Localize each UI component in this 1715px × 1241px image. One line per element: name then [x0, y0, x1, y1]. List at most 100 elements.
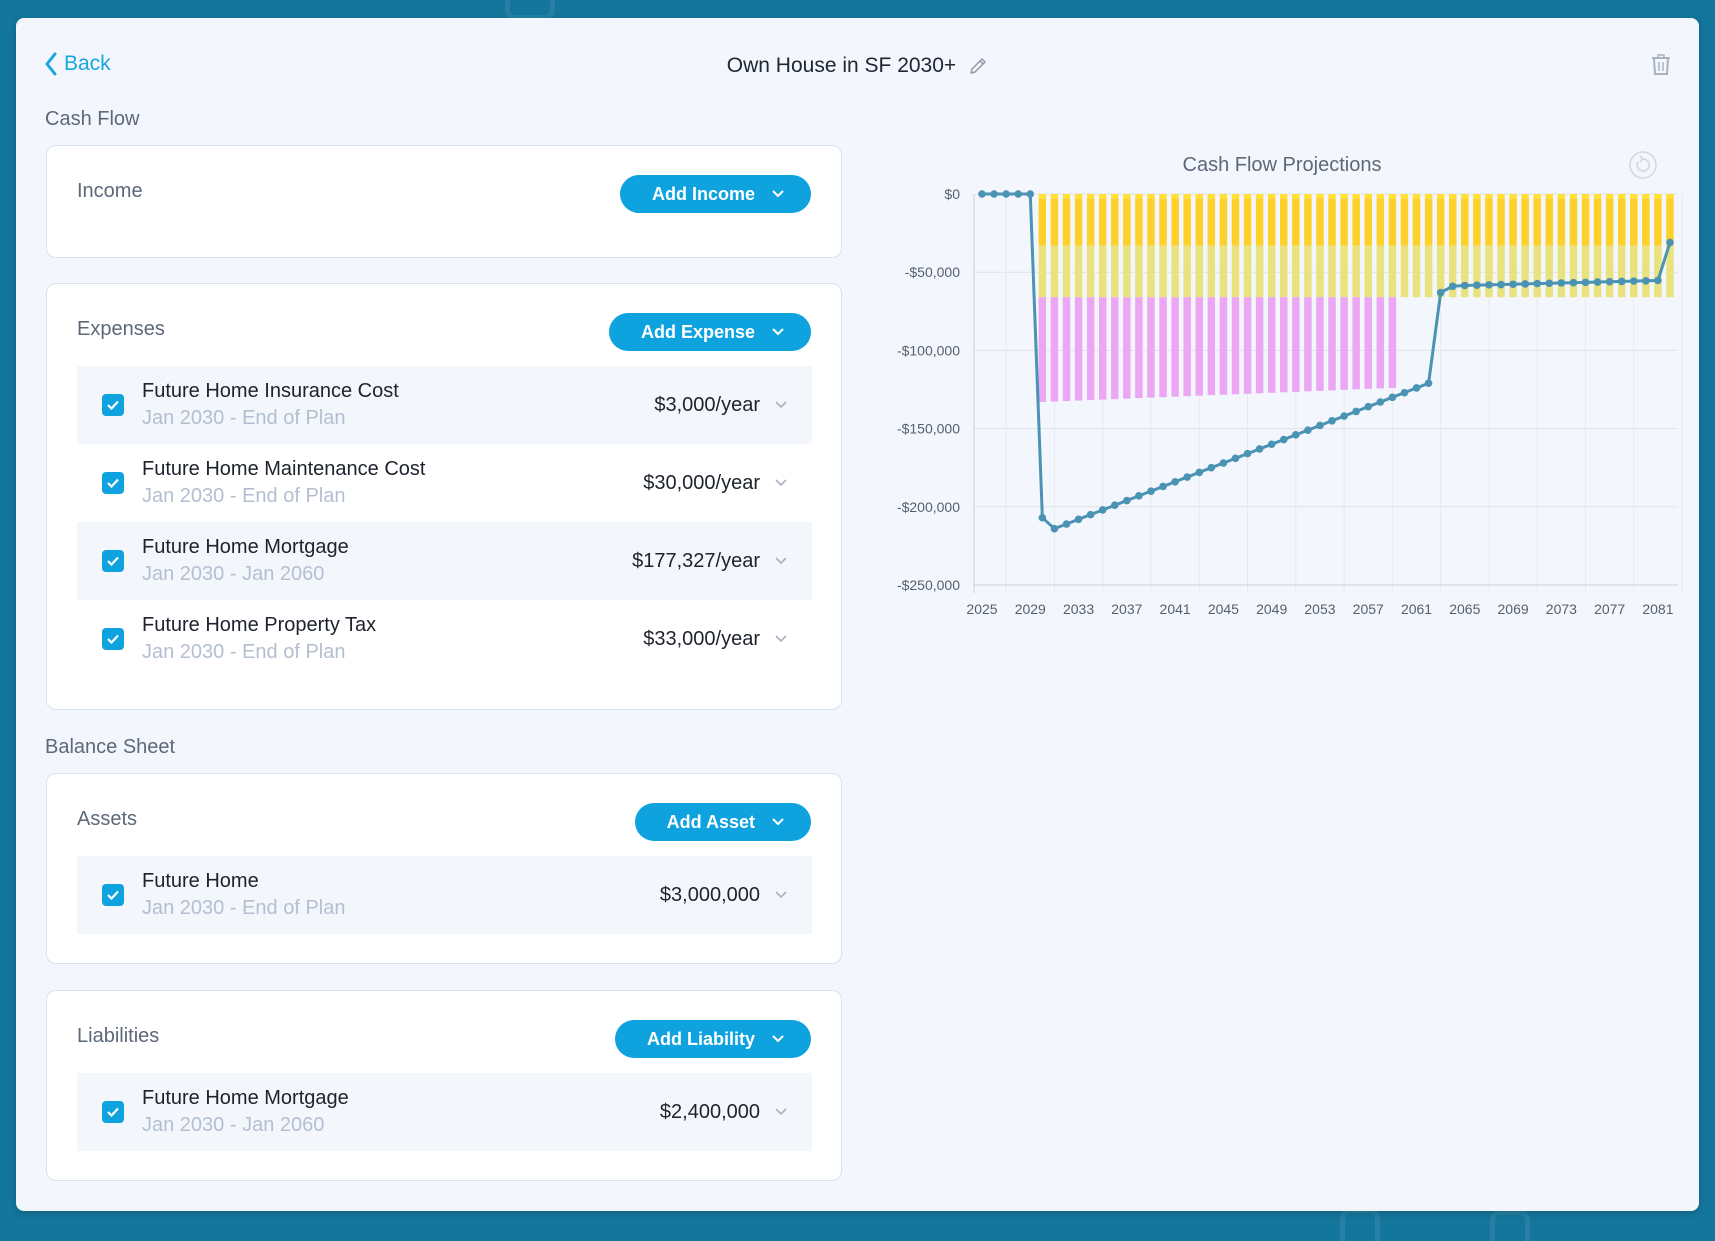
net-cash-flow-point: [1135, 492, 1143, 500]
stacked-bar-segment: [1400, 245, 1409, 298]
add-income-button[interactable]: Add Income: [619, 175, 811, 213]
stacked-bar-segment: [1557, 194, 1566, 199]
stacked-bar-segment: [1316, 198, 1324, 246]
trash-icon[interactable]: [1651, 54, 1671, 81]
stacked-bar-segment: [1207, 245, 1216, 298]
stacked-bar-segment: [1485, 198, 1493, 246]
x-tick-label: 2041: [1160, 601, 1191, 617]
stacked-bar-segment: [1569, 194, 1578, 199]
net-cash-flow-point: [1424, 379, 1433, 388]
add-expense-label: Add Expense: [640, 321, 755, 342]
stacked-bar-segment: [1340, 194, 1348, 199]
x-tick-label: 2077: [1594, 601, 1625, 617]
stacked-bar-segment: [1545, 198, 1554, 246]
stacked-bar-segment: [1630, 194, 1638, 199]
expense-checkbox[interactable]: [102, 550, 124, 572]
stacked-bar-segment: [1183, 194, 1191, 199]
stacked-bar-segment: [1581, 194, 1590, 199]
stacked-bar-segment: [1581, 198, 1590, 246]
stacked-bar-segment: [1448, 194, 1457, 199]
expense-checkbox[interactable]: [102, 394, 124, 416]
stacked-bar-segment: [1497, 194, 1505, 199]
stacked-bar-segment: [1231, 194, 1240, 199]
stacked-bar-segment: [1521, 245, 1529, 298]
net-cash-flow-point: [1617, 277, 1626, 286]
stacked-bar-segment: [1569, 198, 1578, 246]
stacked-bar-segment: [1666, 194, 1674, 199]
add-asset-button[interactable]: Add Asset: [634, 803, 811, 841]
stacked-bar-segment: [1461, 245, 1469, 298]
back-button[interactable]: Back: [44, 52, 111, 76]
stacked-bar-segment: [1497, 245, 1505, 298]
liability-checkbox[interactable]: [102, 1101, 124, 1123]
chevron-down-icon[interactable]: [774, 634, 788, 644]
stacked-bar-segment: [1352, 245, 1360, 298]
chevron-down-icon[interactable]: [774, 556, 788, 566]
chevron-down-icon[interactable]: [774, 400, 788, 410]
stacked-bar-segment: [1147, 194, 1155, 199]
stacked-bar-segment: [1412, 198, 1421, 246]
stacked-bar-segment: [1485, 245, 1493, 298]
stacked-bar-segment: [1255, 194, 1264, 199]
stacked-bar-segment: [1195, 297, 1204, 396]
stacked-bar-segment: [1123, 245, 1131, 298]
net-cash-flow-point: [1581, 278, 1590, 287]
refresh-icon[interactable]: [1628, 150, 1658, 185]
net-cash-flow-point: [1328, 416, 1336, 425]
stacked-bar-segment: [1376, 245, 1385, 298]
stacked-bar-segment: [1292, 245, 1300, 298]
chevron-down-icon[interactable]: [774, 1107, 788, 1117]
asset-dates: Jan 2030 - End of Plan: [142, 897, 346, 919]
expense-item-property-tax[interactable]: Future Home Property Tax Jan 2030 - End …: [77, 600, 812, 678]
stacked-bar-segment: [1159, 198, 1167, 246]
expense-item-maintenance[interactable]: Future Home Maintenance Cost Jan 2030 - …: [77, 444, 812, 522]
net-cash-flow-line: [982, 192, 1672, 531]
stacked-bar-segment: [1304, 297, 1312, 392]
stacked-bar-segment: [1509, 194, 1517, 199]
check-icon: [107, 478, 119, 489]
chevron-down-icon[interactable]: [774, 890, 788, 900]
stacked-bar-segment: [1412, 194, 1421, 199]
stacked-bar-segment: [1111, 198, 1119, 246]
net-cash-flow-point: [1352, 407, 1360, 416]
stacked-bar-segment: [1086, 198, 1095, 246]
stacked-bar-segment: [1243, 245, 1252, 298]
stacked-bar-segment: [1461, 198, 1469, 246]
stacked-bar-segment: [1098, 297, 1107, 400]
stacked-bar-segment: [1147, 297, 1155, 398]
chart-plot: $0 -$50,000 -$100,000 -$150,000 -$200,000 -$2…: [897, 186, 1683, 617]
stacked-bar-segment: [1280, 198, 1288, 246]
x-tick-label: 2081: [1642, 601, 1673, 617]
stacked-bar-segment: [1255, 297, 1264, 394]
expense-item-insurance[interactable]: Future Home Insurance Cost Jan 2030 - En…: [77, 366, 812, 444]
liability-item-mortgage[interactable]: Future Home Mortgage Jan 2030 - Jan 2060…: [77, 1073, 812, 1151]
balance-sheet-section-title: Balance Sheet: [45, 736, 176, 758]
stacked-bar-segment: [1050, 194, 1059, 199]
stacked-bar-segment: [1654, 198, 1662, 246]
expense-amount: $30,000/year: [643, 471, 760, 494]
x-tick-label: 2049: [1256, 601, 1287, 617]
liability-name: Future Home Mortgage: [142, 1087, 349, 1109]
chart-title: Cash Flow Projections: [1182, 154, 1382, 176]
net-cash-flow-point: [1605, 277, 1614, 286]
net-cash-flow-point: [1159, 482, 1167, 491]
x-tick-label: 2073: [1546, 601, 1577, 617]
expenses-card: Expenses Add Expense Future Home Insuran…: [46, 283, 842, 710]
pencil-icon[interactable]: [968, 56, 988, 76]
net-cash-flow-point: [1545, 279, 1554, 288]
add-expense-button[interactable]: Add Expense: [608, 313, 811, 351]
expense-checkbox[interactable]: [102, 628, 124, 650]
net-cash-flow-point: [1183, 473, 1191, 481]
asset-item-future-home[interactable]: Future Home Jan 2030 - End of Plan $3,00…: [77, 856, 812, 934]
liabilities-title: Liabilities: [77, 1025, 160, 1047]
stacked-bar-segment: [1292, 297, 1300, 392]
expense-checkbox[interactable]: [102, 472, 124, 494]
stacked-bar-segment: [1557, 198, 1566, 246]
stacked-bar-segment: [1292, 198, 1300, 246]
expense-item-mortgage[interactable]: Future Home Mortgage Jan 2030 - Jan 2060…: [77, 522, 812, 600]
asset-checkbox[interactable]: [102, 884, 124, 906]
add-liability-button[interactable]: Add Liability: [615, 1020, 811, 1058]
add-asset-label: Add Asset: [666, 811, 755, 832]
net-cash-flow-point: [1267, 440, 1276, 449]
chevron-down-icon[interactable]: [774, 478, 788, 488]
